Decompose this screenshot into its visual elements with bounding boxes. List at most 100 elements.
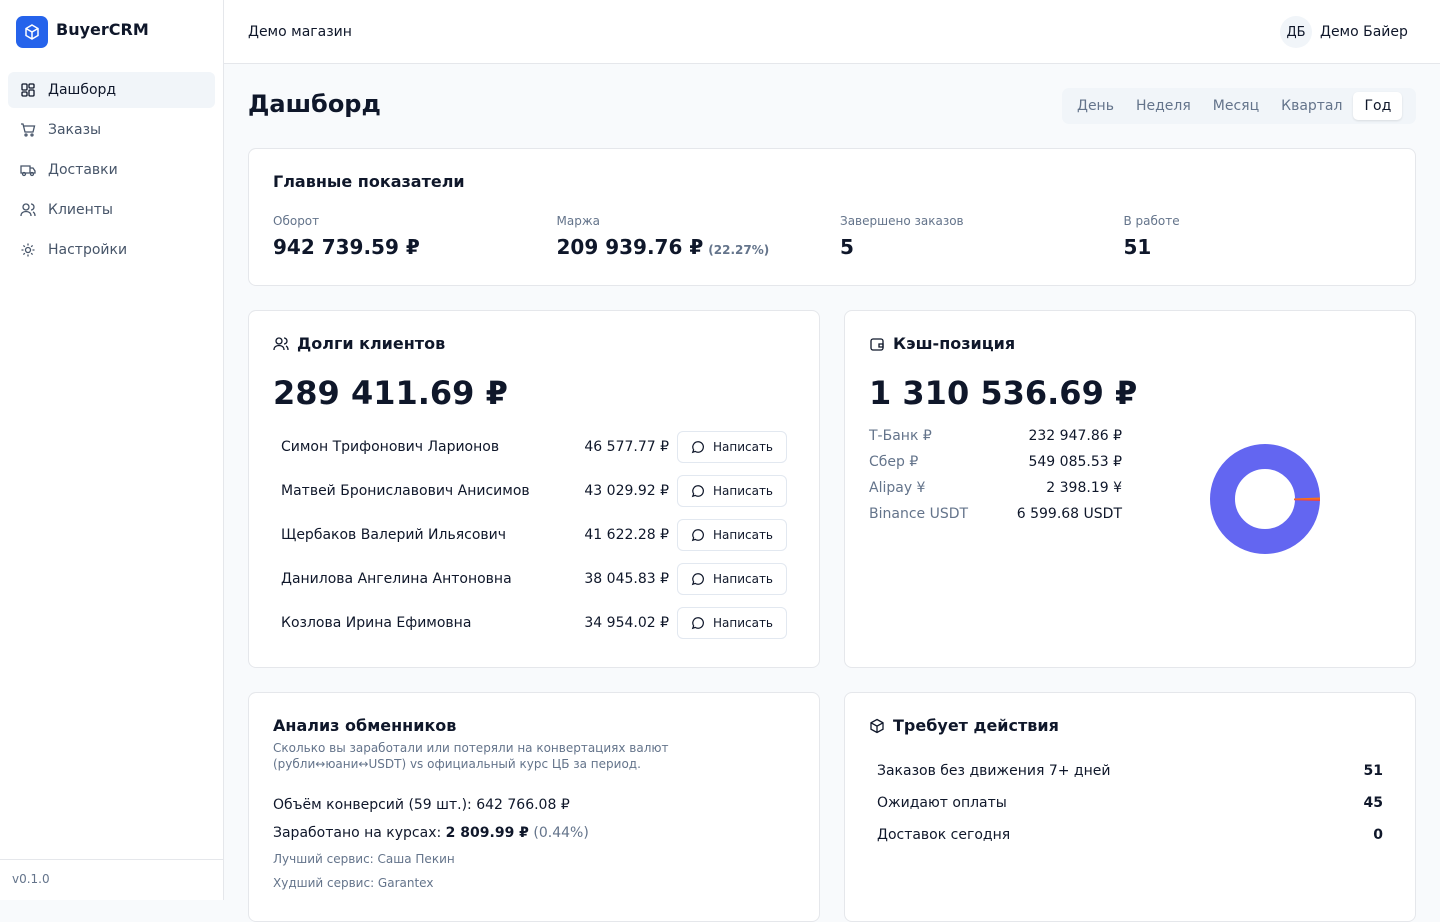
client-name: Щербаков Валерий Ильясович — [281, 527, 507, 543]
write-button[interactable]: Написать — [677, 475, 787, 507]
metric-label: В работе — [1123, 214, 1180, 228]
avatar[interactable]: ДБ — [1280, 16, 1312, 48]
debts-total: 289 411.69 ₽ — [273, 374, 508, 412]
period-switch: День Неделя Месяц Квартал Год — [1062, 88, 1416, 124]
client-debt: 41 622.28 ₽ — [584, 527, 669, 543]
action-count: 45 — [1363, 795, 1383, 811]
metric-value: 942 739.59 ₽ — [273, 235, 420, 259]
metrics-card: Главные показатели Оборот 942 739.59 ₽ Мар… — [248, 148, 1416, 286]
debts-card: Долги клиентов 289 411.69 ₽ Симон Трифон… — [248, 310, 820, 668]
nav-label: Настройки — [48, 242, 128, 258]
header: Демо магазин ДБ Демо Байер — [224, 0, 1440, 64]
page-title: Дашборд — [248, 90, 381, 118]
card-title: Анализ обменников — [273, 716, 457, 735]
account-amount: 2 398.19 ¥ — [1046, 480, 1122, 496]
button-label: Написать — [712, 572, 774, 586]
nav-label: Клиенты — [48, 202, 113, 218]
icon — [273, 337, 289, 351]
metric-label: Маржа — [556, 214, 601, 228]
icon — [21, 243, 35, 257]
actions-card: Требует действия Заказов без движения 7+… — [844, 692, 1416, 922]
icon — [20, 165, 36, 177]
user-name[interactable]: Демо Байер — [1320, 24, 1408, 40]
metric: 5 — [840, 235, 854, 259]
nav-item[interactable]: Заказы — [8, 112, 215, 148]
metric: 209 939.76 ₽ (22.27%) — [557, 235, 770, 259]
button-label: Написать — [712, 528, 774, 542]
metric-note: (22.27%) — [708, 243, 770, 257]
account-amount: 6 599.68 USDT — [1016, 506, 1122, 522]
action-count: 0 — [1373, 827, 1383, 843]
store-name[interactable]: Демо магазин — [248, 24, 352, 40]
nav-label: Доставки — [48, 162, 118, 178]
logo — [16, 16, 48, 48]
divider — [0, 859, 223, 860]
period-button[interactable]: Квартал — [1281, 98, 1343, 114]
action-label: Ожидают оплаты — [877, 795, 1007, 811]
client-debt: 38 045.83 ₽ — [584, 571, 669, 587]
brand: BuyerCRM — [56, 20, 149, 39]
icon — [21, 123, 36, 137]
account-name: Сбер ₽ — [869, 454, 919, 470]
button-label: Написать — [712, 440, 774, 454]
account-amount: 549 085.53 ₽ — [1028, 454, 1122, 470]
card-title: Долги клиентов — [297, 334, 446, 353]
period-button[interactable]: Месяц — [1212, 98, 1260, 114]
earned-pct: (0.44%) — [533, 825, 589, 841]
earned: 2 809.99 ₽ — [445, 825, 529, 841]
metric-label: Оборот — [273, 214, 320, 228]
account-name: Т-Банк ₽ — [869, 428, 932, 444]
cash-total: 1 310 536.69 ₽ — [869, 374, 1138, 412]
nav-item[interactable]: Доставки — [8, 152, 215, 188]
account-amount: 232 947.86 ₽ — [1028, 428, 1122, 444]
icon — [870, 718, 884, 734]
button-label: Написать — [712, 616, 774, 630]
period-button[interactable]: День — [1077, 98, 1114, 114]
client-debt: 46 577.77 ₽ — [584, 439, 669, 455]
period-button[interactable]: Неделя — [1135, 98, 1191, 114]
client-name: Матвей Брониславович Анисимов — [281, 483, 530, 499]
client-name: Данилова Ангелина Антоновна — [281, 571, 512, 587]
description: Сколько вы заработали или потеряли на ко… — [273, 741, 669, 771]
metric-label: Завершено заказов — [840, 214, 964, 228]
period-button[interactable]: Год — [1353, 92, 1403, 120]
action-label: Доставок сегодня — [877, 827, 1011, 843]
metric: 51 — [1124, 235, 1152, 259]
metric-value: 209 939.76 ₽ — [556, 235, 704, 259]
sidebar: BuyerCRM v0.1.0 Дашборд Заказы Доставки Кли… — [0, 0, 224, 900]
action-label: Заказов без движения 7+ дней — [877, 763, 1111, 779]
earned-line: Заработано на курсах: 2 809.99 ₽ (0.44%) — [273, 825, 589, 841]
icon — [21, 83, 35, 97]
cash-card: Кэш-позиция 1 310 536.69 ₽ Т-Банк ₽ 232 9… — [844, 310, 1416, 668]
metric-value: 5 — [840, 235, 854, 259]
client-name: Симон Трифонович Ларионов — [281, 439, 500, 455]
donut — [1210, 444, 1320, 554]
metric: 942 739.59 ₽ — [273, 235, 420, 259]
client-name: Козлова Ирина Ефимовна — [281, 615, 472, 631]
write-button[interactable]: Написать — [677, 519, 787, 551]
client-debt: 43 029.92 ₽ — [584, 483, 669, 499]
nav-item[interactable]: Настройки — [8, 232, 215, 268]
nav-item[interactable]: Клиенты — [8, 192, 215, 228]
nav-label: Заказы — [48, 122, 102, 138]
account-name: Binance USDT — [869, 506, 969, 522]
account-name: Alipay ¥ — [869, 480, 926, 496]
metric-value: 51 — [1123, 235, 1152, 259]
icon — [20, 203, 36, 217]
earned-label: Заработано на курсах: — [273, 825, 442, 841]
write-button[interactable]: Написать — [677, 607, 787, 639]
nav-label: Дашборд — [48, 82, 117, 98]
version: v0.1.0 — [12, 872, 50, 886]
worst: Худший сервис: Garantex — [273, 876, 434, 890]
write-button[interactable]: Написать — [677, 431, 787, 463]
icon — [870, 338, 884, 351]
exchangers-card: Анализ обменников Сколько вы заработали … — [248, 692, 820, 922]
nav-item[interactable]: Дашборд — [8, 72, 215, 108]
client-debt: 34 954.02 ₽ — [584, 615, 669, 631]
card-title: Главные показатели — [273, 172, 465, 191]
volume: Объём конверсий (59 шт.): 642 766.08 ₽ — [273, 797, 570, 813]
best: Лучший сервис: Саша Пекин — [273, 852, 455, 866]
write-button[interactable]: Написать — [677, 563, 787, 595]
card-title: Кэш-позиция — [893, 334, 1016, 353]
